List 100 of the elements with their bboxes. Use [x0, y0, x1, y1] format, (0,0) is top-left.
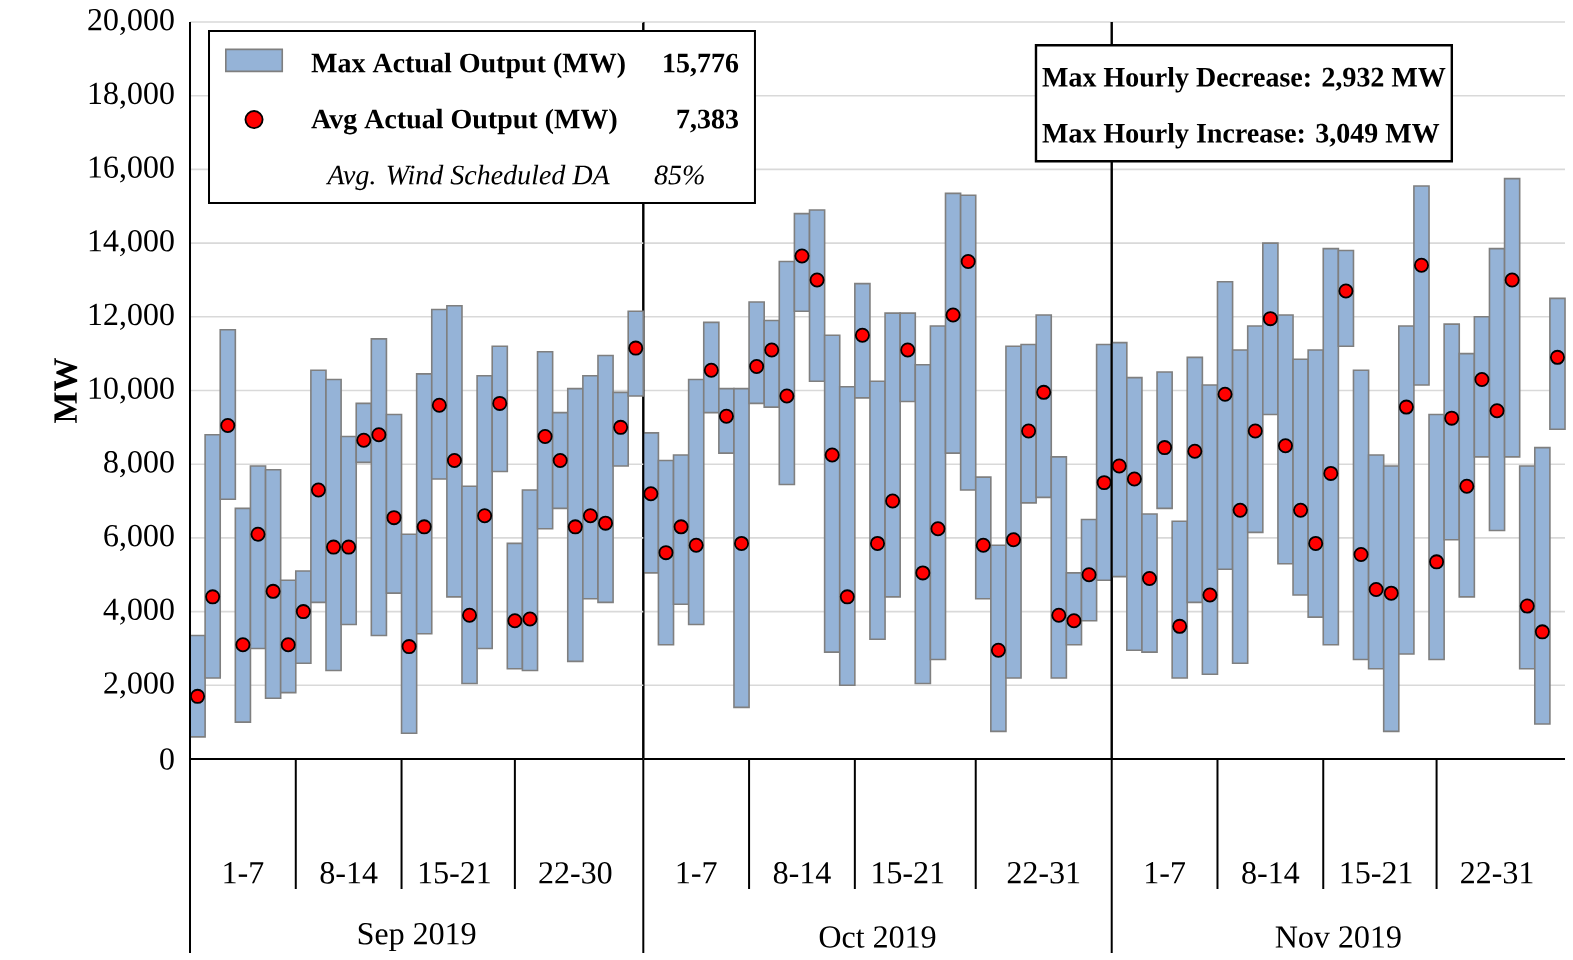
point — [1006, 532, 1021, 548]
point — [1519, 598, 1535, 614]
point — [673, 519, 689, 535]
point — [371, 427, 387, 443]
point — [945, 307, 961, 323]
point — [235, 637, 251, 653]
point — [688, 537, 704, 553]
x-tick-label: 15-21 — [1341, 862, 1412, 884]
point — [462, 607, 478, 623]
point — [280, 637, 296, 653]
point — [431, 397, 447, 413]
point — [552, 453, 568, 469]
x-axis-title: Sep 2019 — [358, 922, 476, 952]
point — [1172, 618, 1188, 634]
point — [1096, 475, 1112, 491]
point — [507, 613, 523, 629]
point — [386, 510, 402, 526]
point — [915, 565, 931, 581]
legend-label: Avg Actual Output (MW) — [311, 108, 617, 135]
point — [960, 254, 976, 270]
point — [1157, 440, 1173, 456]
point — [492, 395, 508, 411]
point — [537, 429, 553, 445]
point — [1277, 438, 1293, 454]
x-tick-label: 8-14 — [1242, 862, 1300, 884]
point — [341, 539, 357, 555]
point — [1293, 502, 1309, 518]
point — [1474, 371, 1490, 387]
point — [1126, 471, 1142, 487]
point — [401, 639, 417, 655]
x-tick-label: 15-21 — [419, 862, 490, 884]
point — [900, 342, 916, 358]
x-tick-label: 1-7 — [224, 862, 264, 884]
point — [598, 515, 614, 531]
point — [824, 447, 840, 463]
point — [1398, 399, 1414, 415]
point — [643, 486, 659, 502]
x-tick-label: 22-31 — [1007, 862, 1080, 884]
x-tick-label: 15-21 — [873, 862, 944, 884]
point — [718, 408, 734, 424]
point — [1247, 423, 1263, 439]
y-tick-label: 20,000 — [88, 8, 174, 36]
x-tick-label: 1-7 — [1146, 862, 1186, 884]
x-axis-title: Oct 2019 — [819, 926, 936, 948]
point — [613, 419, 629, 435]
point — [522, 611, 538, 627]
y-axis-title: MW — [54, 357, 78, 423]
point — [734, 535, 750, 551]
point — [220, 418, 236, 434]
point — [764, 342, 780, 358]
point — [885, 493, 901, 509]
point — [930, 521, 946, 537]
x-tick-label: 1-7 — [677, 862, 717, 884]
point — [749, 359, 765, 375]
y-tick-label: 4,000 — [103, 598, 174, 625]
annotation: Max Hourly Increase: 3,049 MW — [1042, 122, 1440, 149]
point — [1308, 535, 1324, 551]
point — [477, 508, 493, 524]
point — [839, 589, 855, 605]
point — [1036, 384, 1052, 400]
y-tick-label: 8,000 — [104, 451, 174, 478]
point — [870, 535, 886, 551]
annotation: Max Hourly Decrease: 2,932 MW — [1042, 66, 1446, 93]
point — [794, 248, 810, 264]
point — [446, 453, 462, 469]
y-tick-label: 10,000 — [89, 377, 174, 404]
point — [1021, 423, 1037, 439]
point — [990, 642, 1006, 658]
point — [1353, 546, 1369, 562]
point — [779, 388, 795, 404]
y-tick-label: 12,000 — [89, 303, 174, 330]
point — [326, 539, 342, 555]
point — [582, 508, 598, 524]
y-tick-label: 6,000 — [104, 524, 174, 552]
point — [1141, 570, 1157, 586]
x-tick-label: 22-30 — [539, 862, 612, 884]
point — [1338, 283, 1354, 299]
point — [190, 688, 206, 704]
y-tick-label: 18,000 — [89, 82, 174, 109]
y-tick-label: 14,000 — [89, 230, 174, 257]
point — [250, 526, 266, 542]
point — [310, 482, 326, 498]
point — [1066, 613, 1082, 629]
point — [975, 537, 991, 553]
point — [658, 545, 674, 561]
x-tick-label: 8-14 — [773, 862, 831, 884]
point — [1262, 311, 1278, 327]
point — [854, 327, 870, 343]
point — [628, 340, 644, 356]
point — [1413, 257, 1429, 273]
annotation: 15,776 — [664, 53, 739, 77]
point — [1111, 458, 1127, 474]
x-axis-title: Nov 2019 — [1275, 926, 1401, 948]
legend-label: Max Actual Output (MW) — [311, 52, 625, 79]
point — [205, 589, 221, 605]
point — [416, 519, 432, 535]
annotation: 7,383 — [677, 109, 738, 133]
point — [1323, 465, 1339, 481]
y-tick-label: 2,000 — [104, 672, 174, 699]
point — [1232, 502, 1248, 518]
